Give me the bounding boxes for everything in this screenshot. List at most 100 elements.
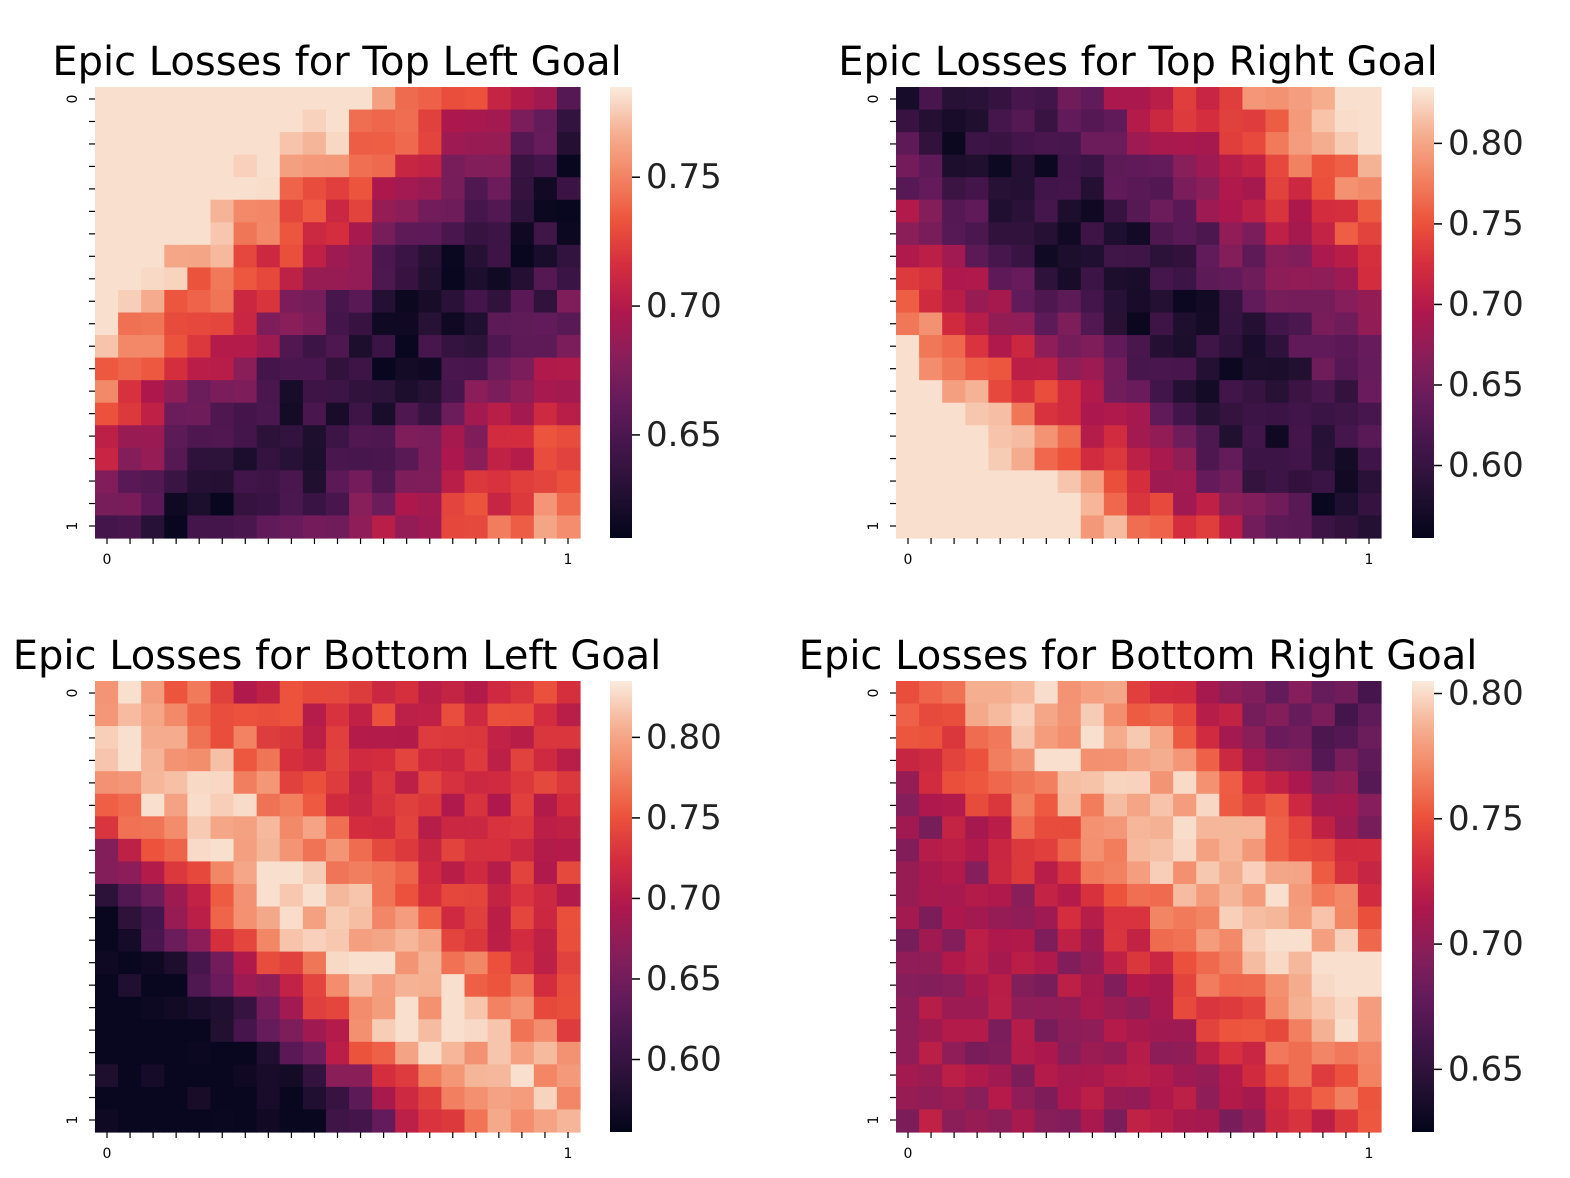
heatmap-cell: [1265, 492, 1290, 517]
heatmap-cell: [95, 515, 119, 539]
heatmap-cell: [533, 199, 558, 223]
heatmap-cell: [942, 109, 966, 133]
heatmap-cell: [1288, 447, 1313, 471]
heatmap-cell: [302, 199, 327, 223]
heatmap-cell: [965, 132, 989, 156]
heatmap-cell: [510, 1041, 535, 1065]
heatmap-cell: [919, 1064, 943, 1088]
heatmap-cell: [1011, 492, 1036, 517]
heatmap-cell: [441, 703, 466, 727]
heatmap-cell: [279, 816, 304, 840]
heatmap-cell: [1011, 838, 1036, 862]
heatmap-cell: [487, 703, 512, 727]
heatmap-cell: [919, 748, 943, 772]
heatmap-cell: [988, 357, 1013, 381]
heatmap-cell: [1242, 492, 1267, 517]
heatmap-cell: [1334, 447, 1359, 471]
heatmap-cell: [1357, 1019, 1382, 1043]
heatmap-cell: [942, 267, 966, 291]
heatmap-cell: [187, 951, 212, 975]
heatmap-cell: [418, 312, 443, 336]
heatmap-cell: [896, 1019, 920, 1043]
heatmap-cell: [1334, 109, 1359, 133]
heatmap-cell: [1334, 816, 1359, 840]
heatmap-cell: [1196, 132, 1220, 156]
y-axis: 01: [65, 689, 95, 1124]
heatmap-cell: [1057, 816, 1082, 840]
heatmap-cell: [1288, 726, 1313, 750]
heatmap-cell: [395, 470, 419, 494]
heatmap-cell: [510, 816, 535, 840]
heatmap-cell: [965, 447, 989, 471]
heatmap-cell: [1219, 335, 1244, 359]
heatmap-cell: [164, 154, 188, 178]
heatmap-cell: [118, 515, 142, 539]
heatmap-cell: [256, 447, 281, 471]
heatmap-cell: [1126, 470, 1151, 494]
heatmap-cell: [349, 771, 373, 795]
heatmap-cell: [1057, 470, 1082, 494]
heatmap-cell: [349, 906, 373, 930]
heatmap-cell: [1173, 1064, 1197, 1088]
colorbar-tick-label: 0.75: [1448, 799, 1524, 839]
heatmap-cell: [988, 402, 1013, 426]
heatmap-cell: [1057, 357, 1082, 381]
heatmap-cell: [510, 838, 535, 862]
heatmap-cell: [1311, 492, 1336, 517]
heatmap-cell: [210, 929, 235, 953]
y-tick-label: 1: [65, 522, 81, 531]
heatmap-cell: [1357, 109, 1382, 133]
heatmap-cell: [1057, 929, 1082, 953]
heatmap-cell: [164, 289, 188, 314]
heatmap-cell: [1126, 109, 1151, 133]
heatmap-cell: [118, 929, 142, 953]
heatmap-cell: [487, 154, 512, 178]
heatmap-cell: [302, 222, 327, 246]
heatmap-cell: [1150, 515, 1174, 539]
heatmap-cell: [556, 267, 581, 291]
heatmap-cell: [1357, 726, 1382, 750]
heatmap-cell: [349, 470, 373, 494]
heatmap-cell: [988, 492, 1013, 517]
heatmap-cell: [919, 974, 943, 998]
heatmap-cell: [1126, 929, 1151, 953]
heatmap-cell: [1357, 681, 1382, 705]
heatmap-cell: [1242, 1086, 1267, 1111]
heatmap-cell: [1265, 335, 1290, 359]
heatmap-cell: [1080, 748, 1105, 772]
heatmap-cell: [464, 748, 489, 772]
heatmap-cell: [418, 244, 443, 268]
heatmap-cell: [1080, 906, 1105, 930]
heatmap-cell: [372, 335, 396, 359]
heatmap-cell: [325, 470, 350, 494]
colorbar-tick-label: 0.80: [1448, 674, 1524, 714]
heatmap-cell: [1103, 222, 1128, 246]
heatmap-cell: [919, 681, 943, 705]
colorbar: 0.650.700.750.80: [1412, 674, 1524, 1132]
heatmap-cell: [1242, 109, 1267, 133]
heatmap-cell: [233, 87, 258, 111]
heatmap-cell: [95, 132, 119, 156]
colorbar-gradient: [1412, 681, 1434, 1132]
heatmap-cell: [919, 703, 943, 727]
heatmap-cell: [533, 861, 558, 885]
heatmap-cell: [418, 357, 443, 381]
heatmap-cell: [533, 883, 558, 908]
heatmap-cell: [1173, 312, 1197, 336]
heatmap-cell: [1219, 492, 1244, 517]
heatmap-cell: [164, 109, 188, 133]
heatmap-cell: [1265, 906, 1290, 930]
heatmap-cell: [1357, 222, 1382, 246]
heatmap-cell: [418, 838, 443, 862]
heatmap-cell: [464, 1041, 489, 1065]
heatmap-cell: [510, 177, 535, 201]
heatmap-cell: [164, 951, 188, 975]
heatmap-cell: [1196, 267, 1220, 291]
heatmap-cell: [1173, 402, 1197, 426]
heatmap-cell: [556, 109, 581, 133]
heatmap-cell: [1173, 470, 1197, 494]
heatmap-cell: [1126, 726, 1151, 750]
heatmap-cell: [1311, 109, 1336, 133]
heatmap-cell: [395, 335, 419, 359]
heatmap-cell: [1219, 109, 1244, 133]
